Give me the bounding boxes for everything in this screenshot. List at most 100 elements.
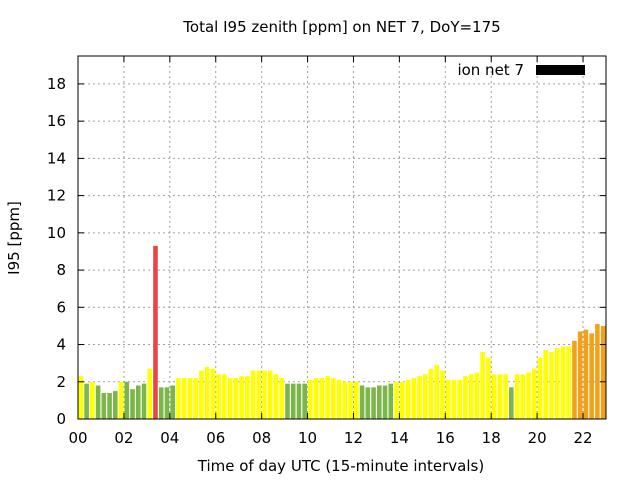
bar — [319, 378, 325, 419]
x-tick-label: 20 — [528, 429, 547, 447]
bar-layer — [78, 245, 606, 419]
bar — [216, 374, 221, 419]
bar — [296, 383, 302, 419]
bar — [463, 376, 468, 419]
bar — [491, 374, 497, 419]
x-axis-title: Time of day UTC (15-minute intervals) — [197, 457, 484, 475]
bar — [560, 346, 566, 419]
bar — [497, 374, 503, 419]
bar — [342, 381, 348, 419]
y-tick-label: 2 — [56, 373, 66, 391]
bar — [262, 370, 267, 419]
bar — [468, 374, 474, 419]
bar — [509, 387, 514, 419]
legend-swatch — [536, 65, 585, 75]
bar — [336, 379, 342, 419]
bar — [354, 381, 359, 419]
bar — [388, 383, 394, 419]
x-tick-label: 08 — [252, 429, 271, 447]
y-tick-label: 10 — [47, 224, 66, 242]
bar — [572, 340, 577, 419]
bar — [445, 379, 451, 419]
x-tick-label: 12 — [344, 429, 363, 447]
bar — [210, 368, 216, 419]
x-tick-label: 04 — [160, 429, 179, 447]
bar — [417, 376, 422, 419]
bar — [95, 385, 101, 419]
bar — [549, 351, 554, 419]
bar — [227, 378, 233, 419]
bar — [158, 387, 164, 419]
bar — [411, 378, 417, 419]
bar — [78, 376, 84, 419]
bar — [405, 379, 411, 419]
bar — [537, 357, 543, 419]
bar — [302, 383, 307, 419]
bar — [422, 374, 428, 419]
bar — [348, 381, 353, 419]
x-tick-label: 00 — [68, 429, 87, 447]
bar — [543, 350, 549, 419]
bar — [124, 381, 130, 419]
bar — [589, 333, 594, 419]
bar — [371, 387, 376, 419]
bar — [267, 370, 273, 419]
bar — [474, 372, 480, 419]
bar — [331, 378, 336, 419]
bar — [290, 383, 296, 419]
bar — [434, 365, 439, 419]
bar — [428, 368, 434, 419]
legend: ion net 7 — [457, 61, 585, 79]
bar — [84, 383, 89, 419]
bar — [365, 387, 371, 419]
bar — [451, 379, 457, 419]
x-tick-label: 22 — [573, 429, 592, 447]
bar — [256, 370, 262, 419]
bar — [245, 376, 250, 419]
y-tick-label: 0 — [56, 410, 66, 428]
x-tick-label: 10 — [298, 429, 317, 447]
bar — [514, 374, 520, 419]
bar — [176, 378, 181, 419]
plot-frame — [77, 55, 607, 420]
bar — [279, 378, 285, 419]
bar — [250, 370, 256, 419]
bar — [130, 389, 135, 419]
bar — [181, 378, 187, 419]
bar — [600, 325, 606, 419]
x-tick-label: 18 — [482, 429, 501, 447]
bar — [164, 387, 170, 419]
y-tick-label: 16 — [47, 112, 66, 130]
bar — [526, 372, 531, 419]
x-tick-label: 16 — [436, 429, 455, 447]
bar — [101, 392, 107, 419]
bar — [382, 385, 388, 419]
bar — [170, 385, 175, 419]
bar — [394, 381, 399, 419]
bar — [595, 324, 600, 419]
bar — [135, 385, 141, 419]
bar — [457, 379, 462, 419]
bar — [118, 381, 124, 419]
bar — [141, 383, 147, 419]
y-tick-label: 12 — [47, 187, 66, 205]
bar — [273, 374, 279, 419]
y-axis-title: I95 [ppm] — [5, 201, 23, 275]
bar — [486, 357, 491, 419]
bar — [113, 391, 118, 419]
bar — [399, 381, 405, 419]
x-tick-label: 02 — [114, 429, 133, 447]
y-tick-label: 6 — [56, 298, 66, 316]
x-tick-label: 06 — [206, 429, 225, 447]
bar — [566, 346, 571, 419]
bar — [222, 374, 227, 419]
bar — [520, 374, 526, 419]
bar — [583, 329, 589, 419]
bar — [531, 368, 537, 419]
bar — [147, 368, 153, 419]
y-tick-label: 14 — [47, 149, 66, 167]
bar — [107, 392, 112, 419]
bar — [285, 383, 290, 419]
